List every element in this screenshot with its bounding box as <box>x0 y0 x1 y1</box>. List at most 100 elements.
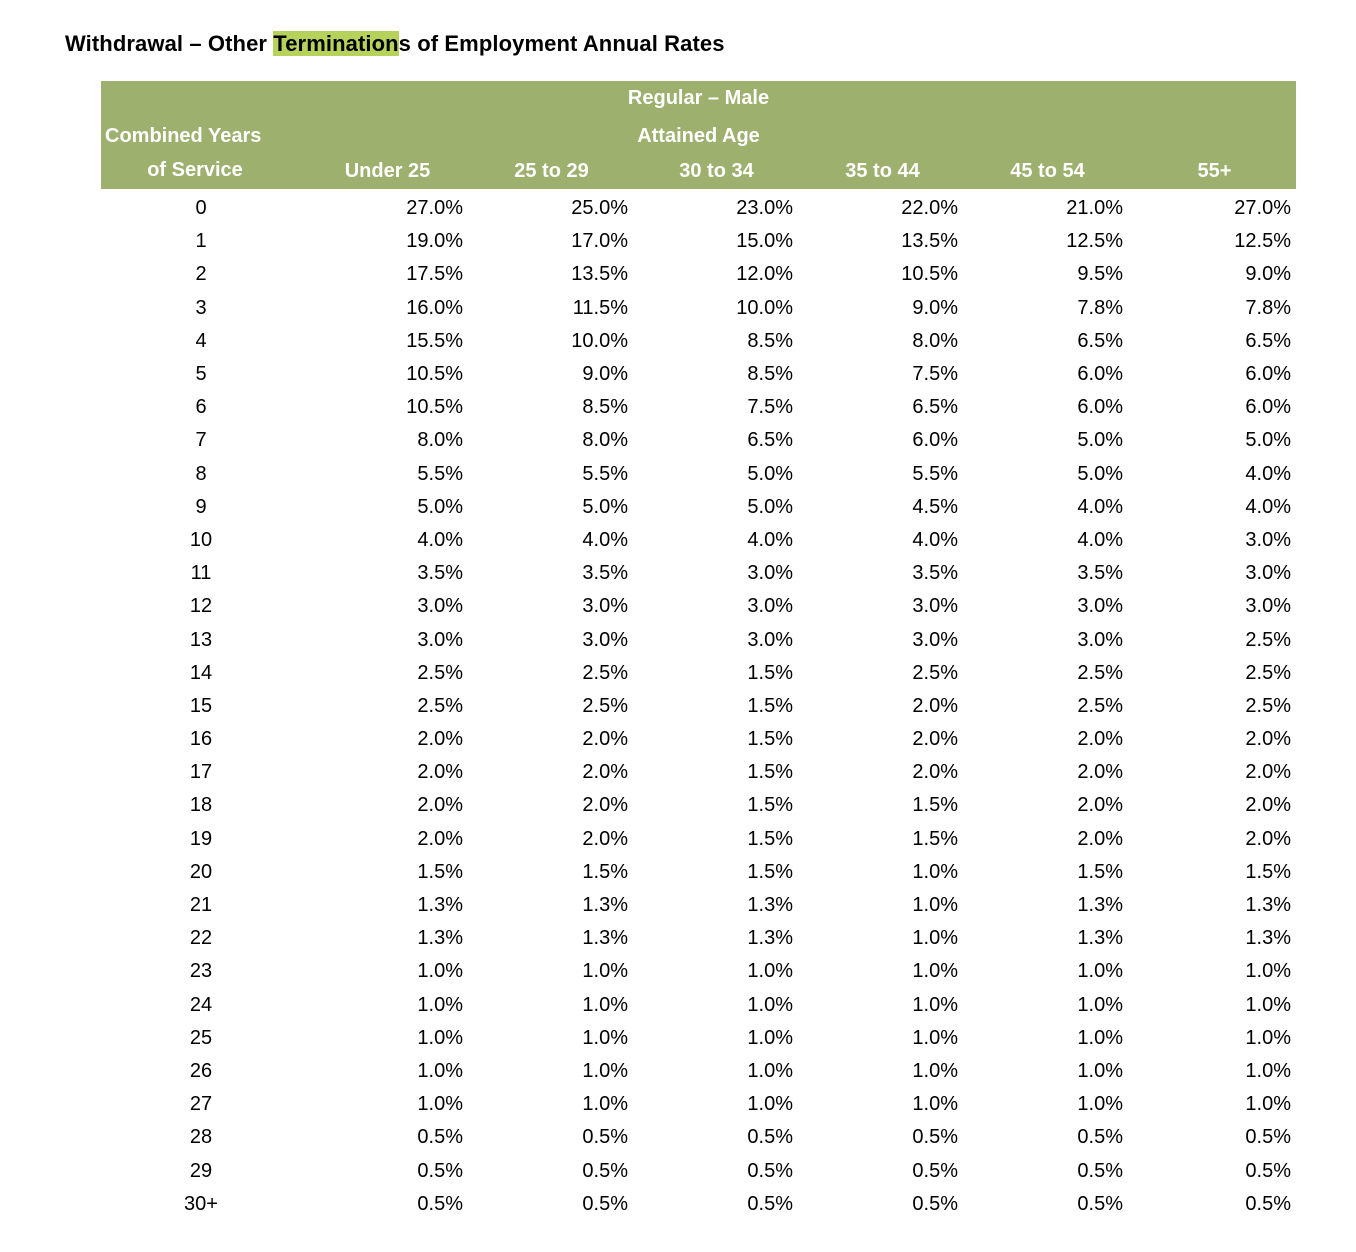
page-title: Withdrawal – Other Terminations of Emplo… <box>65 31 725 57</box>
table-row: 21 1.3% 1.3% 1.3% 1.0% 1.3% 1.3% <box>101 889 1297 922</box>
rate-cell: 1.5% <box>1245 860 1291 883</box>
rate-cell: 17.5% <box>406 263 463 286</box>
rate-cell: 1.5% <box>747 694 793 717</box>
table-row: 7 8.0% 8.0% 6.5% 6.0% 5.0% 5.0% <box>101 424 1297 457</box>
rate-cell: 3.0% <box>1077 628 1123 651</box>
rate-cell: 0.5% <box>1077 1192 1123 1215</box>
rate-cell: 1.3% <box>1077 927 1123 950</box>
table-row: 9 5.0% 5.0% 5.0% 4.5% 4.0% 4.0% <box>101 491 1297 524</box>
rate-cell: 2.5% <box>1245 628 1291 651</box>
service-years-cell: 0 <box>195 197 207 220</box>
rate-cell: 1.0% <box>1245 1093 1291 1116</box>
rate-cell: 1.5% <box>747 860 793 883</box>
rate-cell: 2.0% <box>1077 728 1123 751</box>
column-header: Under 25 <box>344 160 431 182</box>
rate-cell: 2.5% <box>582 661 628 684</box>
rate-cell: 4.0% <box>1077 495 1123 518</box>
rate-cell: 15.5% <box>406 329 463 352</box>
rate-cell: 10.0% <box>571 329 628 352</box>
rate-cell: 2.5% <box>417 694 463 717</box>
rate-cell: 1.3% <box>1077 894 1123 917</box>
rate-cell: 3.0% <box>417 595 463 618</box>
rate-cell: 2.0% <box>1077 794 1123 817</box>
rate-cell: 3.5% <box>582 562 628 585</box>
rate-cell: 2.0% <box>417 761 463 784</box>
rate-cell: 7.5% <box>747 396 793 419</box>
column-header: 45 to 54 <box>1010 160 1085 182</box>
rate-cell: 1.0% <box>417 960 463 983</box>
service-years-cell: 1 <box>195 230 207 253</box>
rate-cell: 3.0% <box>747 595 793 618</box>
rate-cell: 1.5% <box>747 661 793 684</box>
service-years-cell: 3 <box>195 296 207 319</box>
rate-cell: 1.0% <box>747 1026 793 1049</box>
rate-cell: 3.5% <box>417 562 463 585</box>
rate-cell: 1.0% <box>912 1059 958 1082</box>
title-pre: Withdrawal – Other <box>65 31 274 56</box>
service-years-cell: 12 <box>189 595 213 618</box>
table-row: 16 2.0% 2.0% 1.5% 2.0% 2.0% 2.0% <box>101 723 1297 756</box>
rate-cell: 1.0% <box>1245 1026 1291 1049</box>
rate-cell: 2.0% <box>1077 827 1123 850</box>
rate-cell: 4.0% <box>747 528 793 551</box>
rate-cell: 1.0% <box>912 894 958 917</box>
rate-cell: 21.0% <box>1066 197 1123 220</box>
service-years-cell: 30+ <box>184 1192 218 1215</box>
rate-cell: 6.0% <box>1077 363 1123 386</box>
table-row: 11 3.5% 3.5% 3.0% 3.5% 3.5% 3.0% <box>101 557 1297 590</box>
rate-cell: 0.5% <box>747 1192 793 1215</box>
rate-cell: 0.5% <box>417 1192 463 1215</box>
rate-cell: 1.0% <box>912 1093 958 1116</box>
rate-cell: 1.3% <box>1245 927 1291 950</box>
table-row: 29 0.5% 0.5% 0.5% 0.5% 0.5% 0.5% <box>101 1154 1297 1187</box>
rate-cell: 1.5% <box>417 860 463 883</box>
rate-cell: 2.5% <box>582 694 628 717</box>
rate-cell: 2.0% <box>912 694 958 717</box>
rate-cell: 17.0% <box>571 230 628 253</box>
rate-cell: 3.0% <box>1245 595 1291 618</box>
table-row: 1 19.0% 17.0% 15.0% 13.5% 12.5% 12.5% <box>101 225 1297 258</box>
rate-cell: 2.0% <box>582 728 628 751</box>
column-header: 25 to 29 <box>514 160 589 182</box>
rate-cell: 1.0% <box>417 1059 463 1082</box>
rate-cell: 2.0% <box>582 827 628 850</box>
rate-cell: 4.0% <box>1077 528 1123 551</box>
rate-cell: 2.0% <box>417 728 463 751</box>
service-years-cell: 13 <box>189 628 213 651</box>
rate-cell: 1.5% <box>582 860 628 883</box>
rate-cell: 3.0% <box>912 595 958 618</box>
table-row: 13 3.0% 3.0% 3.0% 3.0% 3.0% 2.5% <box>101 623 1297 656</box>
service-years-cell: 27 <box>189 1093 213 1116</box>
rate-cell: 2.0% <box>1245 827 1291 850</box>
rate-cell: 1.3% <box>1245 894 1291 917</box>
table-row: 5 10.5% 9.0% 8.5% 7.5% 6.0% 6.0% <box>101 358 1297 391</box>
rate-cell: 1.5% <box>912 794 958 817</box>
rate-cell: 6.5% <box>1245 329 1291 352</box>
rate-cell: 9.5% <box>1077 263 1123 286</box>
table-row: 12 3.0% 3.0% 3.0% 3.0% 3.0% 3.0% <box>101 590 1297 623</box>
rate-cell: 2.0% <box>912 728 958 751</box>
rate-cell: 9.0% <box>582 363 628 386</box>
service-years-cell: 17 <box>189 761 213 784</box>
service-years-cell: 29 <box>189 1159 213 1182</box>
rate-cell: 3.0% <box>747 562 793 585</box>
table-row: 19 2.0% 2.0% 1.5% 1.5% 2.0% 2.0% <box>101 823 1297 856</box>
rate-cell: 1.0% <box>582 1093 628 1116</box>
rate-cell: 0.5% <box>1245 1192 1291 1215</box>
service-years-cell: 23 <box>189 960 213 983</box>
rate-cell: 1.0% <box>1245 960 1291 983</box>
table-row: 8 5.5% 5.5% 5.0% 5.5% 5.0% 4.0% <box>101 458 1297 491</box>
service-years-cell: 10 <box>189 528 213 551</box>
rate-cell: 3.0% <box>1077 595 1123 618</box>
rate-cell: 2.5% <box>1245 694 1291 717</box>
service-years-cell: 21 <box>189 894 213 917</box>
rate-cell: 3.0% <box>1245 528 1291 551</box>
service-years-cell: 16 <box>189 728 213 751</box>
service-years-cell: 6 <box>195 396 207 419</box>
rate-cell: 1.3% <box>417 927 463 950</box>
rate-cell: 1.0% <box>747 1059 793 1082</box>
rate-cell: 2.0% <box>1245 794 1291 817</box>
service-years-cell: 24 <box>189 993 213 1016</box>
service-years-cell: 4 <box>195 329 207 352</box>
rate-cell: 5.0% <box>417 495 463 518</box>
